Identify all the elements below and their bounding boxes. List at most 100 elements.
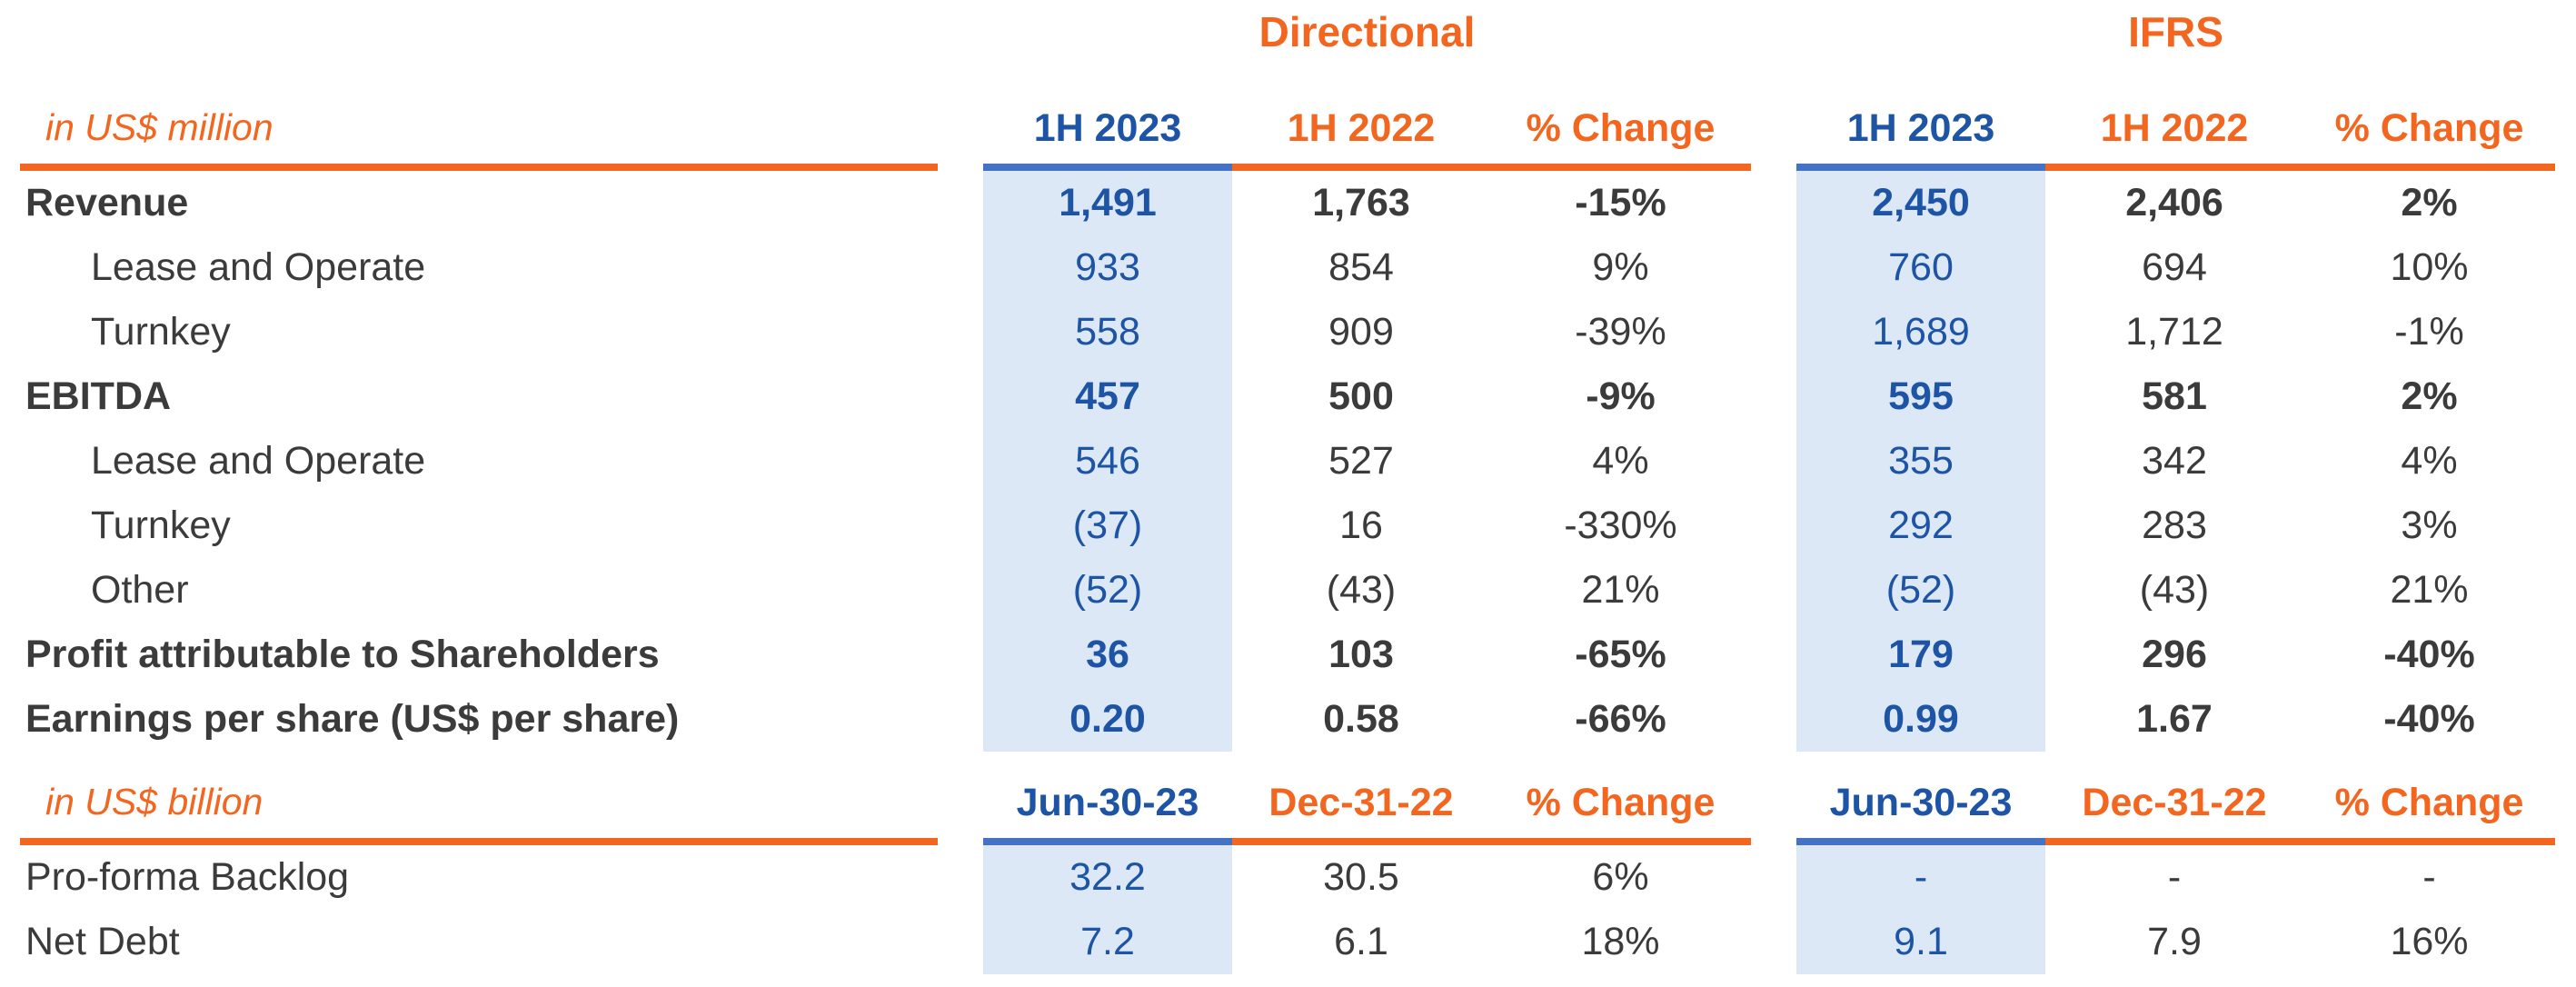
value-cell: 2% <box>2401 374 2458 418</box>
value-cell: (52) <box>983 558 1232 623</box>
value-cell: 103 <box>1328 633 1394 676</box>
value-cell: 6% <box>1592 855 1649 899</box>
col-header-ifrs-dec-31-22: Dec-31-22 <box>2082 781 2267 824</box>
value-cell: 558 <box>983 300 1232 364</box>
value-cell: -66% <box>1575 697 1666 741</box>
group-title-directional: Directional <box>1258 8 1476 55</box>
col-header-ifrs-pct-change-2: % Change <box>2334 781 2524 824</box>
row-label-earnings-per-share: Earnings per share (US$ per share) <box>25 697 680 741</box>
value-cell: 18% <box>1581 920 1660 963</box>
value-cell: 16 <box>1339 503 1383 547</box>
value-cell: 500 <box>1328 374 1394 418</box>
value-cell: 1,712 <box>2125 310 2223 354</box>
value-cell: -40% <box>2383 633 2475 676</box>
value-cell: 179 <box>1796 623 2045 687</box>
row-label-profit-attributable-to-shareholders: Profit attributable to Shareholders <box>25 633 660 676</box>
section-gap <box>0 752 2576 779</box>
value-cell: 4% <box>1592 439 1649 483</box>
value-cell: (37) <box>983 494 1232 558</box>
value-cell: 2,406 <box>2125 181 2223 224</box>
value-cell: 292 <box>1796 494 2045 558</box>
value-cell: -65% <box>1575 633 1666 676</box>
spacer-cell <box>1751 164 1796 171</box>
col-underline-orange <box>1232 164 1490 171</box>
col-underline-blue <box>983 838 1232 845</box>
value-cell: (43) <box>1326 568 1397 612</box>
spacer-cell <box>1751 171 1796 235</box>
spacer-cell <box>1751 623 1796 687</box>
value-cell: 355 <box>1796 429 2045 494</box>
table-row: Turnkey 558 909 -39% 1,689 1,712 -1% <box>0 300 2576 364</box>
unit-label-us-million: in US$ million <box>45 106 274 148</box>
value-cell: 21% <box>2390 568 2469 612</box>
value-cell: 527 <box>1328 439 1394 483</box>
value-cell: 457 <box>983 364 1232 429</box>
table-row: Lease and Operate 546 527 4% 355 342 4% <box>0 429 2576 494</box>
table-row: Revenue 1,491 1,763 -15% 2,450 2,406 2% <box>0 171 2576 235</box>
value-cell: 6.1 <box>1334 920 1388 963</box>
value-cell: 760 <box>1796 235 2045 300</box>
spacer-cell <box>1751 235 1796 300</box>
spacer-cell <box>1751 364 1796 429</box>
spacer-cell <box>1751 429 1796 494</box>
value-cell: 0.58 <box>1323 697 1399 741</box>
table-row: Lease and Operate 933 854 9% 760 694 10% <box>0 235 2576 300</box>
value-cell: 1,689 <box>1796 300 2045 364</box>
spacer-cell <box>1751 494 1796 558</box>
table-row: Profit attributable to Shareholders 36 1… <box>0 623 2576 687</box>
value-cell: 595 <box>1796 364 2045 429</box>
value-cell: 9% <box>1592 245 1649 289</box>
value-cell: 21% <box>1581 568 1660 612</box>
value-cell: 7.9 <box>2147 920 2202 963</box>
col-underline-blue <box>1796 838 2045 845</box>
col-underline-blue <box>1796 164 2045 171</box>
section1-header-row: in US$ million 1H 2023 1H 2022 % Change … <box>0 64 2576 164</box>
value-cell: 0.99 <box>1796 687 2045 752</box>
row-label-ebitda: EBITDA <box>25 374 172 418</box>
row-label-turnkey-ebitda: Turnkey <box>91 503 231 547</box>
value-cell: 1,491 <box>983 171 1232 235</box>
group-title-ifrs: IFRS <box>2128 8 2223 55</box>
value-cell: 16% <box>2390 920 2469 963</box>
spacer-cell <box>1751 910 1796 974</box>
row-label-lease-and-operate-ebitda: Lease and Operate <box>91 439 426 483</box>
value-cell: 2,450 <box>1796 171 2045 235</box>
value-cell: -330% <box>1564 503 1677 547</box>
table-row: Pro-forma Backlog 32.2 30.5 6% - - - <box>0 845 2576 910</box>
value-cell: 283 <box>2142 503 2207 547</box>
value-cell: 1,763 <box>1312 181 1410 224</box>
col-header-directional-dec-31-22: Dec-31-22 <box>1268 781 1454 824</box>
value-cell: 7.2 <box>983 910 1232 974</box>
col-underline-orange <box>2303 838 2555 845</box>
row-label-revenue: Revenue <box>25 181 189 224</box>
col-underline-orange <box>1232 838 1490 845</box>
section2-underline-row <box>0 838 2576 845</box>
value-cell: 36 <box>983 623 1232 687</box>
col-header-ifrs-1h2023: 1H 2023 <box>1846 106 1995 150</box>
value-cell: 296 <box>2142 633 2207 676</box>
value-cell: -15% <box>1575 181 1666 224</box>
table-row: Net Debt 7.2 6.1 18% 9.1 7.9 16% <box>0 910 2576 974</box>
col-header-directional-pct-change-2: % Change <box>1526 781 1716 824</box>
unit-label-us-billion: in US$ billion <box>45 781 264 822</box>
value-cell: 3% <box>2401 503 2458 547</box>
col-header-directional-1h2023: 1H 2023 <box>1033 106 1182 150</box>
table-row: Turnkey (37) 16 -330% 292 283 3% <box>0 494 2576 558</box>
value-cell: (52) <box>1796 558 2045 623</box>
value-cell: 581 <box>2142 374 2207 418</box>
col-header-directional-1h2022: 1H 2022 <box>1287 106 1436 150</box>
row-label-pro-forma-backlog: Pro-forma Backlog <box>25 855 350 899</box>
table-row: Other (52) (43) 21% (52) (43) 21% <box>0 558 2576 623</box>
value-cell: 1.67 <box>2136 697 2213 741</box>
value-cell: 909 <box>1328 310 1394 354</box>
section1-underline-row <box>0 164 2576 171</box>
value-cell: 2% <box>2401 181 2458 224</box>
spacer-cell <box>1751 845 1796 910</box>
value-cell: 342 <box>2142 439 2207 483</box>
spacer-cell <box>1751 779 1796 838</box>
col-underline-blue <box>983 164 1232 171</box>
group-title-row: Directional IFRS <box>0 0 2576 64</box>
value-cell: - <box>2422 855 2436 899</box>
unit-underline <box>20 164 938 171</box>
